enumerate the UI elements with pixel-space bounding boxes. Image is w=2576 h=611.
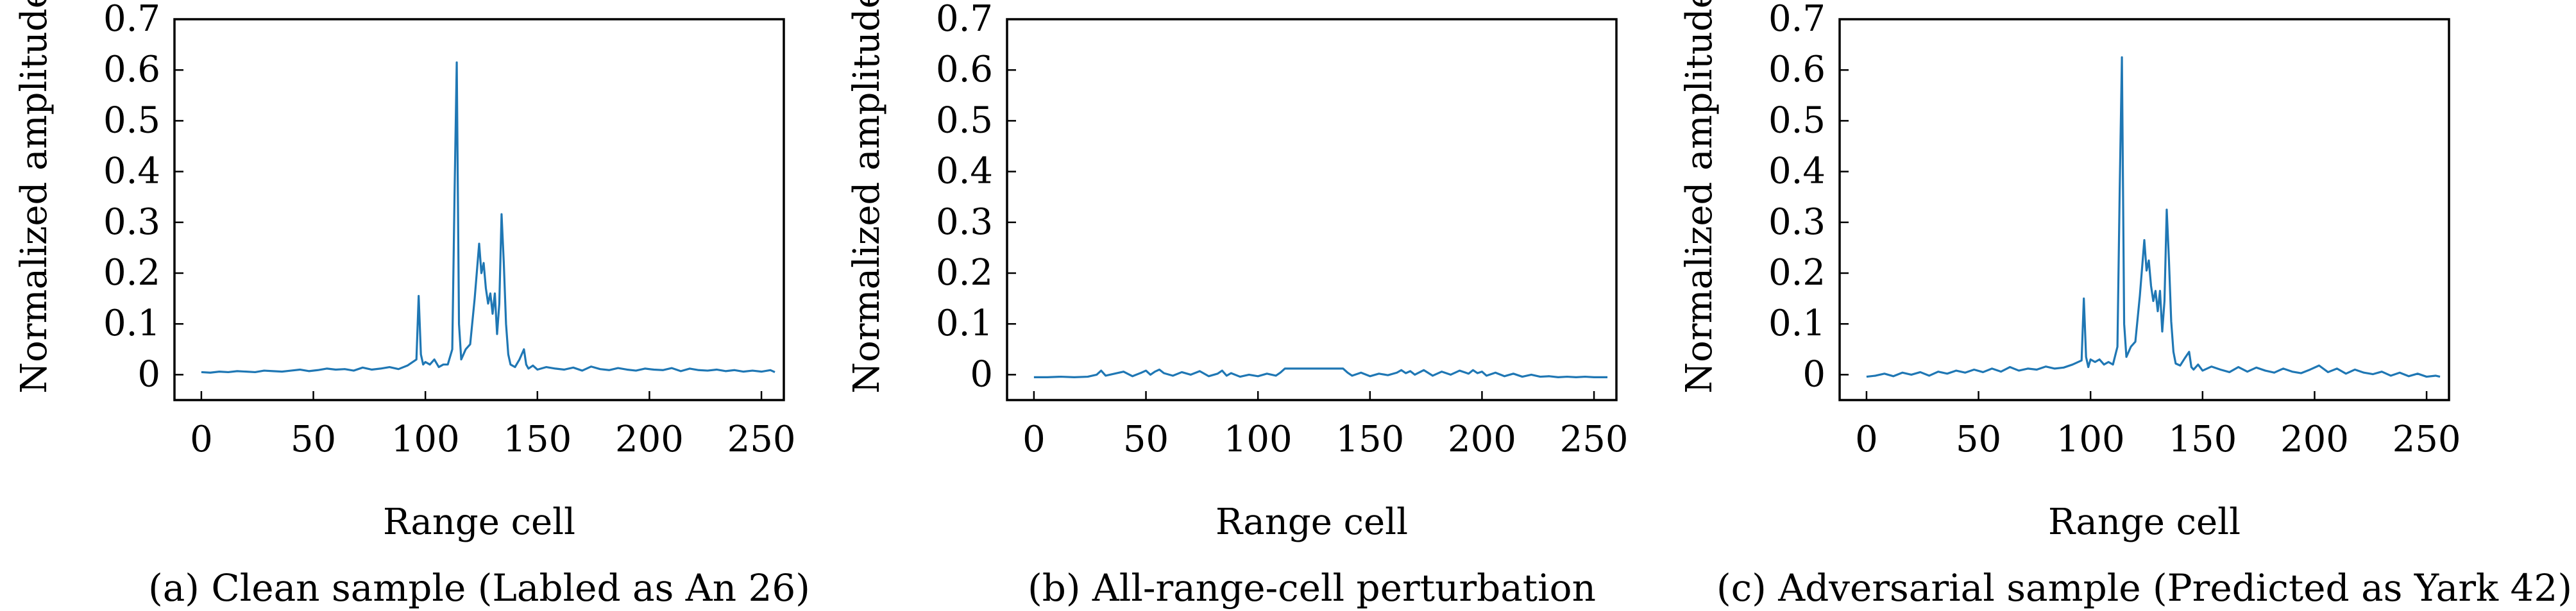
x-tick-label: 50	[1956, 419, 2001, 460]
series-line	[1033, 367, 1608, 378]
x-tick-label: 200	[1448, 419, 1516, 460]
x-tick-label: 100	[2056, 419, 2125, 460]
x-tick-label: 100	[1224, 419, 1292, 460]
y-axis-label: Normalized amplitude	[1679, 0, 1720, 394]
y-tick-label: 0	[1802, 353, 1826, 395]
y-tick-label: 0.4	[1768, 151, 1826, 192]
y-tick-label: 0.6	[1768, 49, 1826, 90]
y-tick-label: 0.3	[103, 201, 160, 243]
x-tick-label: 0	[1022, 419, 1046, 460]
axes-frame	[173, 18, 785, 401]
y-tick-label: 0.3	[1768, 201, 1826, 243]
x-tick-label: 50	[291, 419, 336, 460]
x-axis-label: Range cell	[383, 501, 575, 543]
y-tick-label: 0.6	[936, 49, 993, 90]
series-line	[1866, 56, 2441, 378]
y-tick-label: 0.7	[936, 0, 993, 40]
x-tick-label: 150	[1335, 419, 1404, 460]
x-tick-label: 50	[1123, 419, 1169, 460]
x-axis-label: Range cell	[2048, 501, 2241, 543]
y-tick-label: 0.1	[1768, 303, 1826, 344]
x-tick-label: 250	[1560, 419, 1629, 460]
y-tick-label: 0.4	[103, 151, 160, 192]
y-tick-label: 0	[970, 353, 993, 395]
x-tick-label: 200	[2280, 419, 2349, 460]
x-tick-label: 150	[2168, 419, 2237, 460]
panel-c: 0 50 100 150 200 250 0 0.1 0.2 0.3 0.4 0.5 0.6 0.7 Ran…	[1679, 0, 2572, 610]
y-tick-label: 0.5	[103, 99, 160, 141]
x-axis-label: Range cell	[1216, 501, 1408, 543]
x-tick-label: 100	[391, 419, 460, 460]
y-tick-label: 0.2	[936, 252, 993, 294]
y-axis-label: Normalized amplitude	[13, 0, 55, 394]
panel-a: 0 50 100 150 200 250 0 0.1 0.2 0.3 0.4 0.5 0.6 0.7 Ran…	[13, 0, 810, 610]
x-tick-label: 0	[1855, 419, 1878, 460]
y-tick-label: 0.6	[103, 49, 160, 90]
y-tick-label: 0.2	[103, 252, 160, 294]
y-tick-label: 0.5	[1768, 99, 1826, 141]
axes-frame	[1006, 18, 1618, 401]
subfigure-caption: (a) Clean sample (Labled as An 26)	[148, 566, 810, 610]
subfigure-caption: (c) Adversarial sample (Predicted as Yar…	[1716, 566, 2572, 610]
axes-frame	[1838, 18, 2450, 401]
x-tick-label: 0	[190, 419, 213, 460]
panel-b: 0 50 100 150 200 250 0 0.1 0.2 0.3 0.4 0.5 0.6 0.7 Ran…	[846, 0, 1629, 610]
series-line	[201, 61, 775, 374]
y-tick-label: 0.7	[103, 0, 160, 40]
y-axis-label: Normalized amplitude	[846, 0, 888, 394]
x-tick-label: 250	[2393, 419, 2461, 460]
y-tick-label: 0.1	[103, 303, 160, 344]
x-tick-label: 250	[727, 419, 796, 460]
x-tick-label: 150	[503, 419, 572, 460]
y-tick-label: 0.4	[936, 151, 993, 192]
y-tick-label: 0.7	[1768, 0, 1826, 40]
y-tick-label: 0.1	[936, 303, 993, 344]
subfigure-caption: (b) All-range-cell perturbation	[1028, 566, 1596, 610]
y-tick-label: 0.2	[1768, 252, 1826, 294]
y-tick-label: 0.5	[936, 99, 993, 141]
y-tick-label: 0	[137, 353, 160, 395]
y-tick-label: 0.3	[936, 201, 993, 243]
x-tick-label: 200	[615, 419, 684, 460]
